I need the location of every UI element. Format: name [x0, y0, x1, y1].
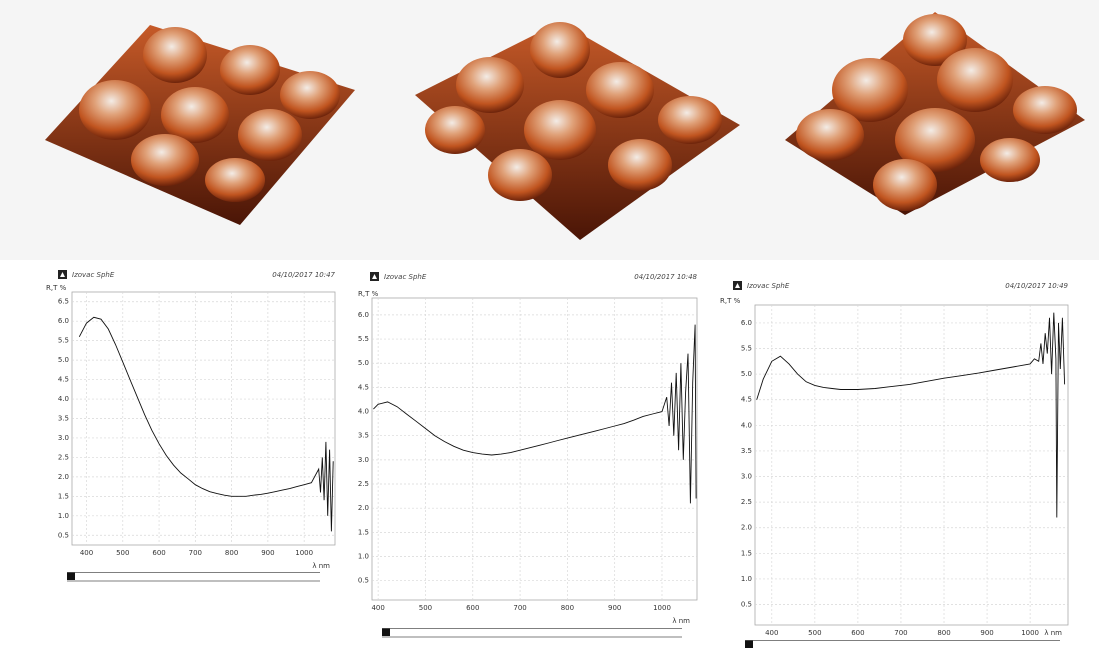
spectrum-line [78, 316, 334, 532]
y-tick-label: 5.5 [741, 345, 752, 353]
x-tick-label: 600 [851, 629, 864, 637]
afm-surface-3 [785, 12, 1085, 215]
y-tick-label: 6.0 [58, 317, 69, 325]
y-tick-label: 3.0 [741, 473, 752, 481]
y-tick-label: 2.0 [358, 504, 369, 512]
y-tick-label: 4.5 [58, 376, 69, 384]
y-tick-label: 5.0 [58, 356, 69, 364]
y-tick-label: 2.0 [58, 473, 69, 481]
plot-area [754, 304, 1069, 626]
x-tick-label: 700 [189, 549, 202, 557]
x-tick-label: 700 [513, 604, 526, 612]
x-tick-label: 800 [561, 604, 574, 612]
y-tick-label: 3.0 [358, 456, 369, 464]
logo-mark [60, 272, 65, 277]
y-tick-label: 1.5 [741, 549, 752, 557]
x-tick-label: 900 [261, 549, 274, 557]
y-tick-label: 4.0 [741, 421, 752, 429]
x-axis-label: λ nm [312, 562, 330, 570]
header-title: Izovac SphE [384, 273, 427, 281]
x-axis-label: λ nm [1044, 629, 1062, 637]
slider-handle [745, 640, 753, 648]
x-tick-label: 400 [765, 629, 778, 637]
afm-surface-2 [415, 22, 740, 240]
x-tick-label: 400 [371, 604, 384, 612]
y-tick-label: 4.5 [741, 396, 752, 404]
x-tick-label: 400 [80, 549, 93, 557]
y-tick-label: 2.5 [741, 498, 752, 506]
y-tick-label: 0.5 [741, 601, 752, 609]
timestamp: 04/10/2017 10:48 [634, 273, 697, 281]
y-tick-label: 6.5 [58, 298, 69, 306]
x-tick-label: 500 [116, 549, 129, 557]
header-title: Izovac SphE [747, 282, 790, 290]
y-tick-label: 3.5 [741, 447, 752, 455]
x-tick-label: 1000 [295, 549, 313, 557]
x-tick-label: 1000 [1021, 629, 1039, 637]
y-tick-label: 6.0 [358, 311, 369, 319]
x-tick-label: 900 [980, 629, 993, 637]
y-tick-label: 6.0 [741, 319, 752, 327]
x-tick-label: 1000 [653, 604, 671, 612]
x-tick-label: 500 [808, 629, 821, 637]
x-tick-label: 800 [937, 629, 950, 637]
spectrum-line [373, 324, 697, 504]
x-tick-label: 900 [608, 604, 621, 612]
x-tick-label: 800 [225, 549, 238, 557]
y-tick-label: 0.5 [358, 577, 369, 585]
y-tick-label: 3.5 [358, 432, 369, 440]
y-tick-label: 1.5 [358, 528, 369, 536]
x-axis-label: λ nm [672, 617, 690, 625]
y-tick-label: 2.5 [358, 480, 369, 488]
timestamp: 04/10/2017 10:49 [1005, 282, 1068, 290]
y-tick-label: 2.5 [58, 453, 69, 461]
x-tick-label: 500 [419, 604, 432, 612]
x-tick-label: 600 [466, 604, 479, 612]
y-tick-label: 5.5 [358, 335, 369, 343]
y-axis-label: R,T % [358, 290, 379, 298]
timestamp: 04/10/2017 10:47 [272, 271, 335, 279]
y-tick-label: 4.0 [58, 395, 69, 403]
y-tick-label: 5.0 [741, 370, 752, 378]
afm-surface-1 [45, 25, 355, 225]
x-tick-label: 700 [894, 629, 907, 637]
spectrum-line [756, 312, 1066, 518]
plot-area [371, 297, 698, 601]
y-tick-label: 3.5 [58, 415, 69, 423]
x-tick-label: 600 [152, 549, 165, 557]
plot-area [71, 291, 336, 546]
y-axis-label: R,T % [720, 297, 741, 305]
y-tick-label: 1.0 [58, 512, 69, 520]
y-tick-label: 5.5 [58, 337, 69, 345]
slider-handle [382, 628, 390, 636]
y-tick-label: 2.0 [741, 524, 752, 532]
y-tick-label: 4.5 [358, 383, 369, 391]
y-tick-label: 3.0 [58, 434, 69, 442]
y-tick-label: 0.5 [58, 531, 69, 539]
y-tick-label: 4.0 [358, 408, 369, 416]
y-tick-label: 5.0 [358, 359, 369, 367]
y-tick-label: 1.0 [741, 575, 752, 583]
y-tick-label: 1.0 [358, 553, 369, 561]
y-tick-label: 1.5 [58, 492, 69, 500]
logo-mark [735, 283, 740, 288]
logo-mark [372, 274, 377, 279]
slider-handle [67, 572, 75, 580]
header-title: Izovac SphE [72, 271, 115, 279]
y-axis-label: R,T % [46, 284, 67, 292]
